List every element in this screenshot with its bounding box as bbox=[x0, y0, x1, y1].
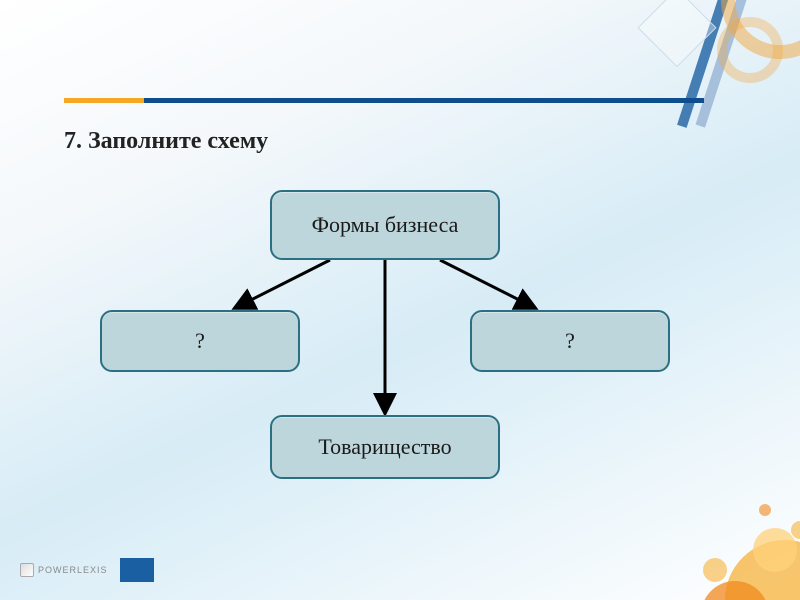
node-center: Товарищество bbox=[270, 415, 500, 479]
brand-logo: POWERLEXIS bbox=[20, 563, 108, 577]
slide-title: 7. Заполните схему bbox=[64, 128, 268, 155]
brand-icon bbox=[20, 563, 34, 577]
footer-square bbox=[120, 558, 154, 582]
corner-decoration-tr bbox=[580, 0, 800, 160]
node-root: Формы бизнеса bbox=[270, 190, 500, 260]
header-rule-accent bbox=[64, 98, 144, 103]
node-right: ? bbox=[470, 310, 670, 372]
node-label: ? bbox=[195, 328, 205, 354]
node-label: ? bbox=[565, 328, 575, 354]
node-label: Формы бизнеса bbox=[312, 212, 459, 238]
diagram-arrows bbox=[0, 0, 800, 600]
slide: 7. Заполните схему Формы бизнеса ? ? Тов… bbox=[0, 0, 800, 600]
header-rule bbox=[64, 98, 704, 103]
brand-text: POWERLEXIS bbox=[38, 565, 108, 575]
header-rule-main bbox=[144, 98, 704, 103]
node-left: ? bbox=[100, 310, 300, 372]
corner-decoration-br bbox=[610, 440, 800, 600]
footer: POWERLEXIS bbox=[20, 558, 154, 582]
node-label: Товарищество bbox=[318, 434, 451, 460]
